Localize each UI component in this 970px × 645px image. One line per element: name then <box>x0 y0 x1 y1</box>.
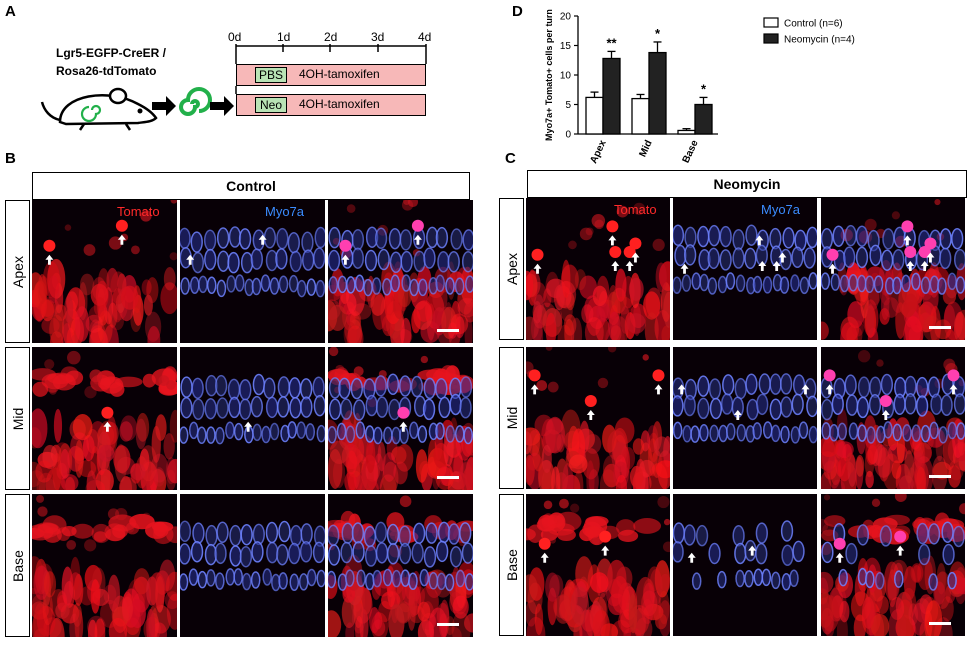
bar <box>602 57 621 135</box>
y-tick-label: 15 <box>560 41 572 52</box>
neomycin-header: Neomycin <box>527 170 967 198</box>
micrograph-control-apex-tomato: Tomato <box>32 200 177 343</box>
legend-label: Neomycin (n=4) <box>784 35 855 46</box>
micrograph-neomycin-base-tomato <box>526 494 670 636</box>
micrograph-control-base-myo7a <box>180 494 325 637</box>
y-tick-label: 20 <box>560 12 572 23</box>
channel-label-tomato: Tomato <box>117 204 160 219</box>
legend-swatch <box>763 17 779 28</box>
significance-marker: ** <box>606 35 617 50</box>
tamoxifen-label: 4OH-tamoxifen <box>299 97 380 111</box>
timeline-axis <box>235 44 427 94</box>
bar <box>585 96 604 135</box>
mouse-icon <box>40 87 158 131</box>
row-label-apex: Apex <box>5 200 30 343</box>
micrograph-neomycin-apex-tomato: Tomato <box>526 198 670 340</box>
mouse-genotype-line1: Lgr5-EGFP-CreER / <box>56 46 167 60</box>
micrograph-control-base-merge <box>328 494 473 637</box>
timeline-bar-pbs: PBS 4OH-tamoxifen <box>236 64 426 86</box>
micrograph-control-base-tomato <box>32 494 177 637</box>
mouse-genotype-line2: Rosa26-tdTomato <box>56 64 157 78</box>
micrograph-neomycin-mid-myo7a <box>673 347 817 489</box>
tamoxifen-label: 4OH-tamoxifen <box>299 67 380 81</box>
bar <box>631 97 650 135</box>
pbs-box: PBS <box>255 67 287 83</box>
category-label: Base <box>681 138 701 165</box>
row-label-base: Base <box>499 494 524 636</box>
significance-marker: * <box>655 26 661 41</box>
legend-label: Control (n=6) <box>784 19 843 30</box>
category-label: Apex <box>588 138 608 165</box>
y-tick-label: 10 <box>560 71 572 82</box>
panel-label-d: D <box>512 3 523 20</box>
tick-4d: 4d <box>418 30 432 44</box>
bar <box>694 103 713 135</box>
scale-bar <box>437 623 459 626</box>
tick-3d: 3d <box>371 30 385 44</box>
scale-bar <box>929 622 951 625</box>
bar <box>648 51 667 135</box>
mouse-genotype: Lgr5-EGFP-CreER / Rosa26-tdTomato <box>56 44 166 80</box>
panel-label-c: C <box>505 150 516 167</box>
panel-label-a: A <box>5 3 16 20</box>
tick-0d: 0d <box>228 30 242 44</box>
micrograph-control-mid-myo7a <box>180 347 325 490</box>
channel-label-myo7a: Myo7a <box>761 202 801 217</box>
y-tick-label: 0 <box>565 130 571 141</box>
channel-label-tomato: Tomato <box>614 202 657 217</box>
micrograph-control-mid-tomato <box>32 347 177 490</box>
arrow-icon <box>152 96 176 116</box>
micrograph-control-mid-merge <box>328 347 473 490</box>
timeline-bar-neo: Neo 4OH-tamoxifen <box>236 94 426 116</box>
row-label-base: Base <box>5 494 30 637</box>
y-axis-label: Myo7a+ Tomato+ cells per turn <box>544 9 554 141</box>
micrograph-neomycin-apex-myo7a: Myo7a <box>673 198 817 340</box>
scale-bar <box>929 475 951 478</box>
tick-1d: 1d <box>277 30 291 44</box>
micrograph-control-apex-myo7a: Myo7a <box>180 200 325 343</box>
neo-box: Neo <box>255 97 287 113</box>
cochlea-spiral-icon <box>179 87 212 116</box>
legend-swatch <box>763 33 779 44</box>
micrograph-neomycin-mid-merge <box>821 347 965 489</box>
bar <box>677 129 696 135</box>
scale-bar <box>437 329 459 332</box>
panel-label-b: B <box>5 150 16 167</box>
arrow-icon <box>210 96 234 116</box>
y-tick-label: 5 <box>565 100 571 111</box>
micrograph-neomycin-base-merge <box>821 494 965 636</box>
micrograph-control-apex-merge <box>328 200 473 343</box>
control-header: Control <box>32 172 470 200</box>
row-label-apex: Apex <box>499 198 524 340</box>
tick-2d: 2d <box>324 30 338 44</box>
channel-label-myo7a: Myo7a <box>265 204 305 219</box>
row-label-mid: Mid <box>5 347 30 490</box>
micrograph-neomycin-base-myo7a <box>673 494 817 636</box>
micrograph-neomycin-apex-merge <box>821 198 965 340</box>
significance-marker: * <box>701 81 707 96</box>
schematic-drawing <box>40 87 234 131</box>
category-label: Mid <box>637 139 654 159</box>
scale-bar <box>929 326 951 329</box>
row-label-mid: Mid <box>499 347 524 489</box>
scale-bar <box>437 476 459 479</box>
micrograph-neomycin-mid-tomato <box>526 347 670 489</box>
